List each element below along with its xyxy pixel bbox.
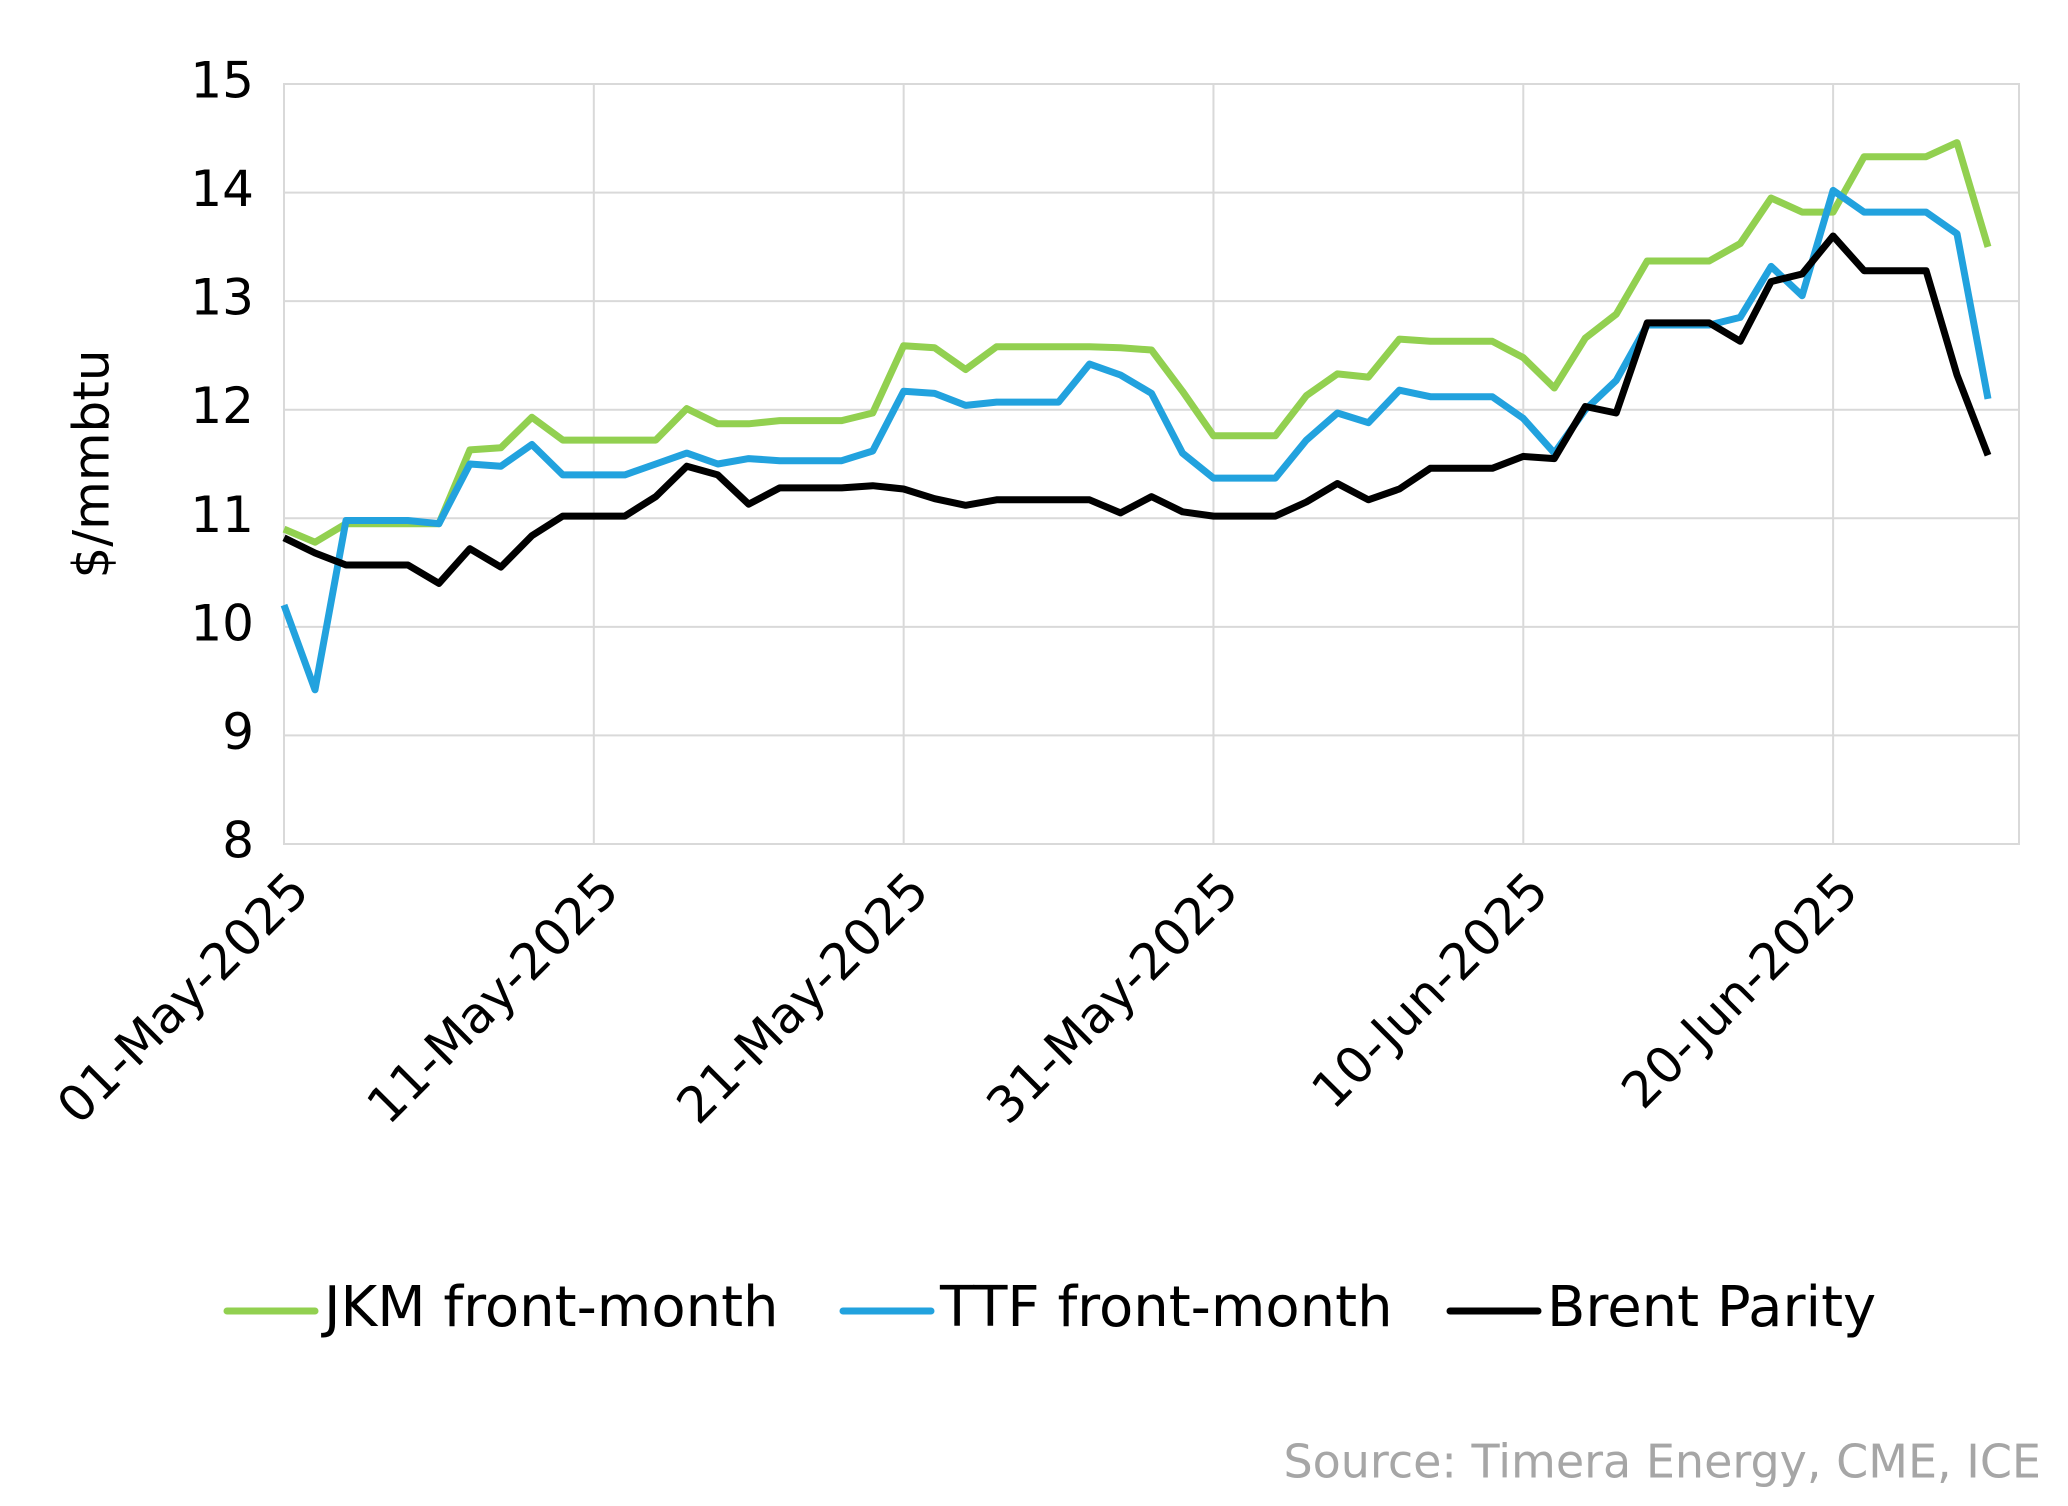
line: [280, 186, 1992, 694]
y-tick-label: 8: [222, 812, 254, 870]
x-tick-label: 11-May-2025: [356, 861, 630, 1135]
y-tick-label: 11: [190, 486, 254, 544]
x-tick-label: 31-May-2025: [976, 861, 1250, 1135]
y-tick-label: 15: [190, 52, 254, 110]
legend-label: Brent Parity: [1547, 1275, 1876, 1340]
line: [282, 232, 1992, 587]
legend-item: Brent Parity: [1446, 1275, 1876, 1340]
legend-item: JKM front-month: [223, 1275, 779, 1340]
legend-item: TTF front-month: [839, 1275, 1393, 1340]
y-tick-label: 10: [190, 594, 254, 652]
plot-frame: [283, 83, 2020, 845]
y-tick-label: 12: [190, 377, 254, 435]
legend-label: JKM front-month: [321, 1275, 779, 1340]
x-tick-label: 21-May-2025: [666, 861, 940, 1135]
line: [282, 139, 1992, 546]
y-axis-label: $/mmbtu: [63, 349, 121, 578]
y-tick-label: 9: [222, 703, 254, 761]
x-tick-label: 10-Jun-2025: [1301, 861, 1560, 1120]
source: Source: Timera Energy, CME, ICE: [1283, 1435, 2041, 1489]
x-tick-label: 01-May-2025: [46, 861, 320, 1135]
legend-label: TTF front-month: [939, 1275, 1393, 1340]
x-tick-label: 20-Jun-2025: [1610, 861, 1869, 1120]
y-tick-label: 14: [190, 160, 254, 218]
y-tick-label: 13: [190, 269, 254, 327]
